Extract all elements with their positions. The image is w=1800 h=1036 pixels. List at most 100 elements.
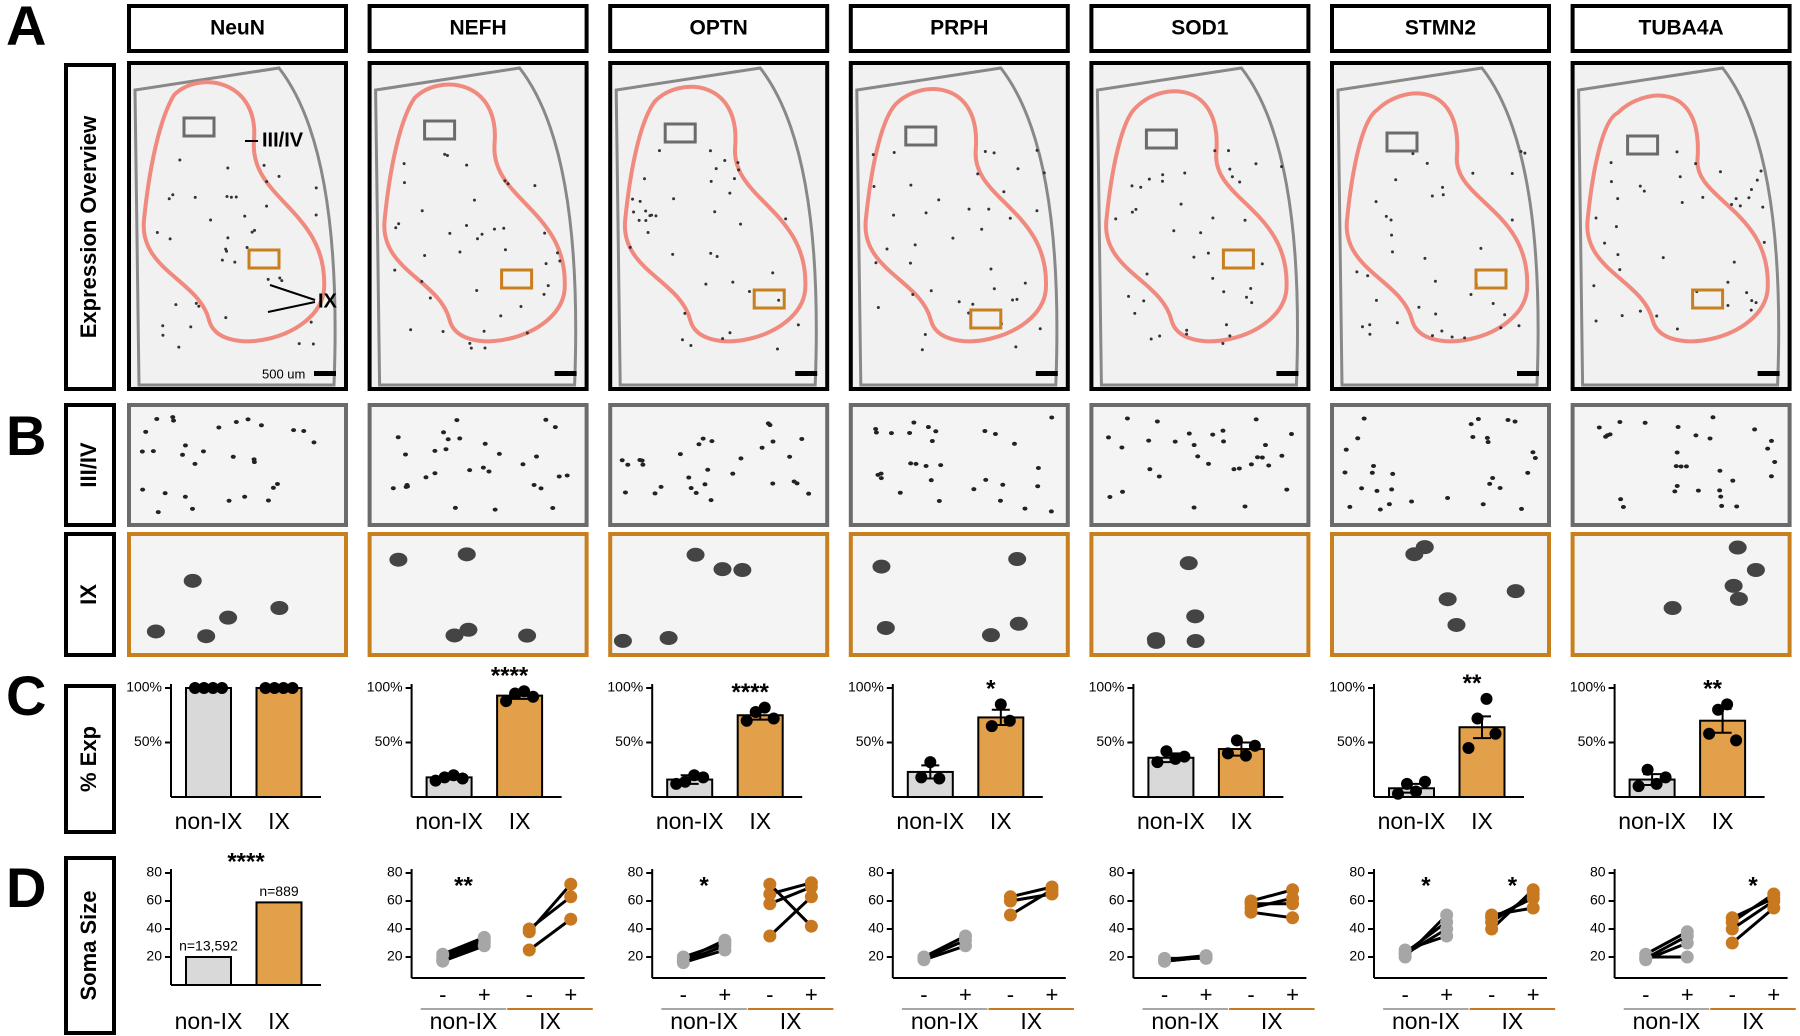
cell-texture	[428, 296, 432, 300]
cell-texture	[225, 195, 229, 199]
cell-texture	[480, 232, 484, 236]
cell-texture	[1746, 563, 1765, 578]
cell-texture	[1249, 286, 1253, 290]
cell-texture	[892, 213, 896, 217]
cell-texture	[564, 473, 570, 478]
cell-texture	[482, 441, 488, 446]
cell-texture	[1238, 180, 1242, 184]
cell-texture	[250, 230, 254, 234]
pair-line	[1010, 885, 1053, 899]
cell-texture	[920, 348, 924, 352]
data-point	[1199, 950, 1213, 964]
cell-texture	[1491, 302, 1495, 306]
x-tick-label: non-IX	[656, 808, 724, 834]
pair-line	[682, 948, 726, 965]
x-tick-label: IX	[1231, 808, 1253, 834]
cell-texture	[1532, 456, 1538, 461]
cell-texture	[640, 462, 646, 467]
cell-texture	[967, 207, 971, 211]
cell-texture	[1415, 540, 1434, 555]
cell-texture	[951, 236, 955, 240]
cell-texture	[1185, 328, 1189, 332]
grey-matter-outline	[623, 84, 808, 344]
cell-texture	[1191, 505, 1197, 510]
data-point	[1401, 777, 1413, 790]
significance: *	[1508, 872, 1518, 899]
cell-texture	[625, 462, 631, 467]
y-tick-label: 100%	[848, 679, 884, 695]
data-point	[679, 775, 692, 788]
data-point	[509, 687, 522, 700]
cell-texture	[178, 158, 182, 162]
cell-texture	[1038, 327, 1042, 331]
column-header-box	[608, 4, 830, 53]
cell-texture	[220, 258, 224, 262]
cell-texture	[492, 507, 498, 512]
data-point	[767, 712, 780, 725]
data-point	[1680, 929, 1694, 943]
cell-texture	[525, 331, 529, 335]
cell-texture	[876, 305, 880, 309]
cell-texture	[1728, 540, 1747, 555]
cell-texture	[1710, 415, 1716, 420]
cell-texture	[1638, 184, 1642, 188]
cell-texture	[397, 222, 401, 226]
lamina-3-4-image	[1330, 403, 1551, 527]
data-point	[1526, 901, 1540, 915]
lamina-3-4-image	[127, 403, 348, 527]
condition-label: -	[766, 982, 773, 1007]
cell-texture	[1342, 470, 1348, 475]
column-header: TUBA4A	[1639, 17, 1724, 40]
pair-line	[682, 944, 726, 963]
data-point	[763, 929, 777, 943]
cell-texture	[1035, 465, 1041, 470]
data-point	[1398, 943, 1412, 957]
cell-texture	[992, 287, 996, 291]
cell-texture	[1284, 487, 1290, 492]
cell-texture	[1023, 281, 1027, 285]
cell-texture	[1620, 504, 1626, 509]
cell-texture	[393, 268, 397, 272]
cell-texture	[892, 151, 896, 155]
cell-texture	[154, 417, 160, 422]
cell-texture	[200, 449, 206, 454]
cell-texture	[770, 481, 776, 486]
cell-texture	[432, 448, 438, 453]
cell-texture	[1441, 185, 1445, 189]
cell-texture	[443, 152, 447, 156]
cell-texture	[982, 429, 988, 434]
data-point	[758, 701, 771, 714]
cell-texture	[1228, 167, 1232, 171]
cell-texture	[705, 467, 711, 472]
cell-texture	[739, 222, 743, 226]
cell-texture	[1186, 633, 1205, 648]
cell-texture	[1390, 250, 1394, 254]
cell-texture	[182, 494, 188, 499]
data-point	[456, 772, 469, 785]
pair-line	[1010, 892, 1053, 903]
cell-texture	[1475, 417, 1481, 422]
cell-texture	[709, 251, 713, 255]
cell-texture	[209, 218, 213, 222]
cell-texture	[1719, 503, 1725, 508]
cell-texture	[1114, 217, 1118, 221]
lamina-3-4-image	[367, 403, 589, 527]
cell-texture	[1222, 290, 1226, 294]
pair-line	[442, 936, 485, 956]
cell-texture	[728, 331, 732, 335]
condition-label: -	[1401, 982, 1408, 1007]
cell-texture	[1147, 467, 1153, 472]
pair-line	[1645, 934, 1688, 960]
cell-texture	[1250, 301, 1254, 305]
cell-texture	[454, 418, 460, 423]
cell-texture	[1394, 178, 1398, 182]
cell-texture	[174, 303, 178, 307]
column-header-box	[127, 4, 348, 53]
cell-texture	[1718, 494, 1724, 499]
significance: *	[1748, 872, 1758, 899]
cell-texture	[1366, 274, 1370, 278]
cell-texture	[1506, 584, 1525, 599]
cell-texture	[1009, 616, 1028, 631]
tissue-outline	[1336, 66, 1540, 387]
cell-texture	[503, 179, 507, 183]
